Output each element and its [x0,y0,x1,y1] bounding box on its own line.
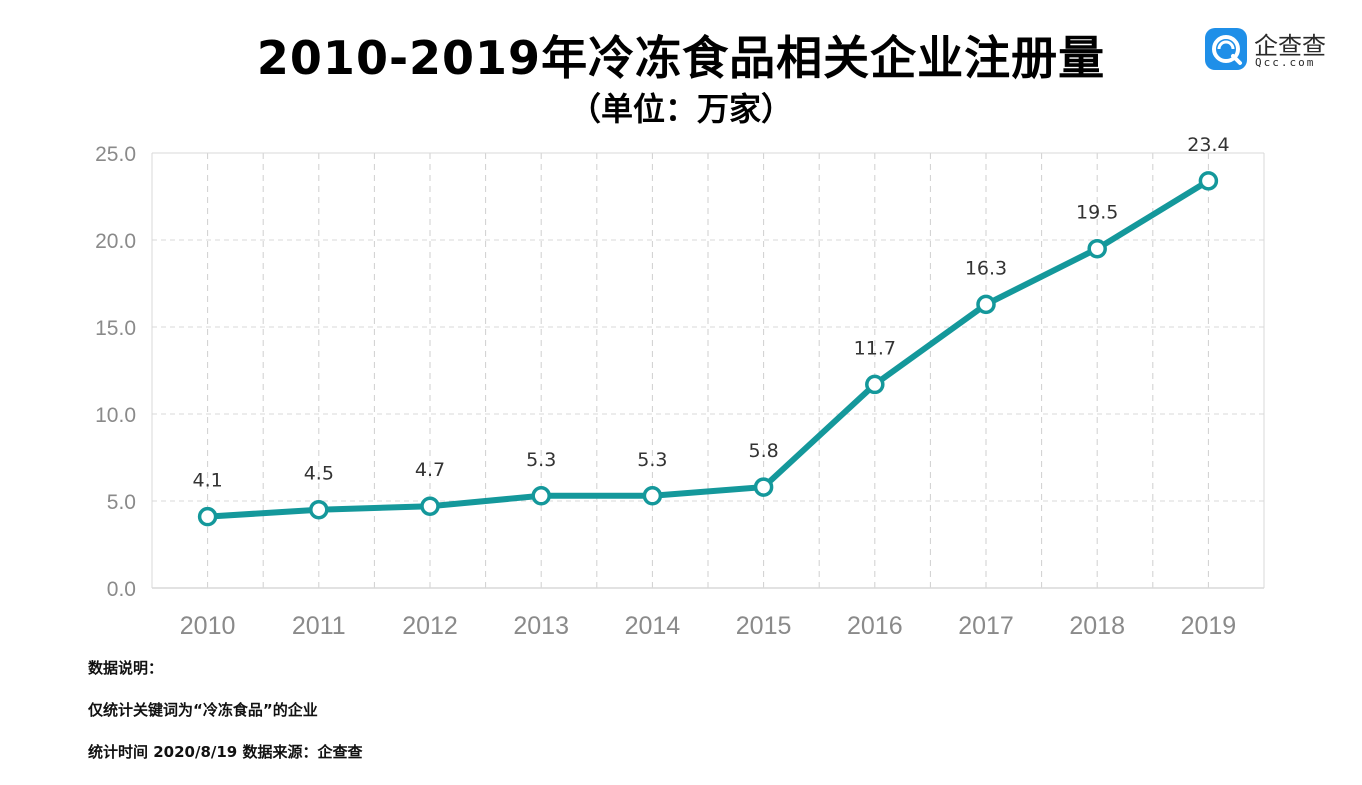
data-label: 11.7 [854,337,896,359]
line-chart: 0.0 5.0 10.0 15.0 20.0 25.0 2010 2011 2012 2013 20… [95,134,1265,640]
data-label: 4.7 [415,459,445,481]
data-point [753,477,774,497]
notes-line-2: 统计时间 2020/8/19 数据来源：企查查 [88,743,363,761]
data-label: 4.1 [192,470,222,492]
logo-name: 企查查 [1254,32,1326,60]
qcc-logo-icon [1205,28,1247,70]
logo-domain: Qcc.com [1255,56,1316,69]
data-label: 5.3 [637,449,667,471]
x-tick-label: 2015 [736,612,792,640]
data-point [1087,238,1107,259]
y-tick-label: 10.0 [95,404,136,427]
y-tick-label: 20.0 [95,230,136,253]
data-label: 19.5 [1076,202,1118,224]
data-label: 16.3 [965,257,1007,279]
x-tick-label: 2019 [1181,612,1237,640]
data-label: 5.8 [748,440,778,462]
data-point [642,486,663,506]
data-point [865,374,885,395]
y-tick-label: 15.0 [95,317,136,340]
x-tick-label: 2016 [847,612,903,640]
y-tick-label: 0.0 [107,578,136,601]
data-label: 5.3 [526,449,556,471]
qcc-logo: 企查查 Qcc.com [1205,26,1335,72]
x-tick-label: 2014 [625,612,681,640]
chart-subtitle: （单位：万家） [568,90,793,128]
data-notes: 数据说明： 仅统计关键词为“冷冻食品”的企业 统计时间 2020/8/19 数据… [88,658,362,784]
data-point [1198,171,1219,191]
y-tick-label: 25.0 [95,143,136,166]
x-tick-label: 2013 [513,612,569,640]
notes-heading: 数据说明： [88,659,164,677]
data-point [309,499,329,520]
data-point [976,294,996,315]
x-tick-label: 2018 [1069,612,1125,640]
x-tick-label: 2011 [292,612,346,640]
data-point [197,506,218,527]
series-line [204,177,1212,520]
y-tick-label: 5.0 [107,491,136,514]
data-point [420,496,440,516]
data-label: 4.5 [304,463,334,485]
data-label: 23.4 [1187,134,1229,156]
x-tick-label: 2012 [402,612,458,640]
x-tick-label: 2017 [958,612,1014,640]
chart-title: 2010-2019年冷冻食品相关企业注册量 [256,31,1106,85]
data-point [531,486,551,506]
x-tick-label: 2010 [180,612,236,640]
notes-line-1: 仅统计关键词为“冷冻食品”的企业 [88,701,318,719]
